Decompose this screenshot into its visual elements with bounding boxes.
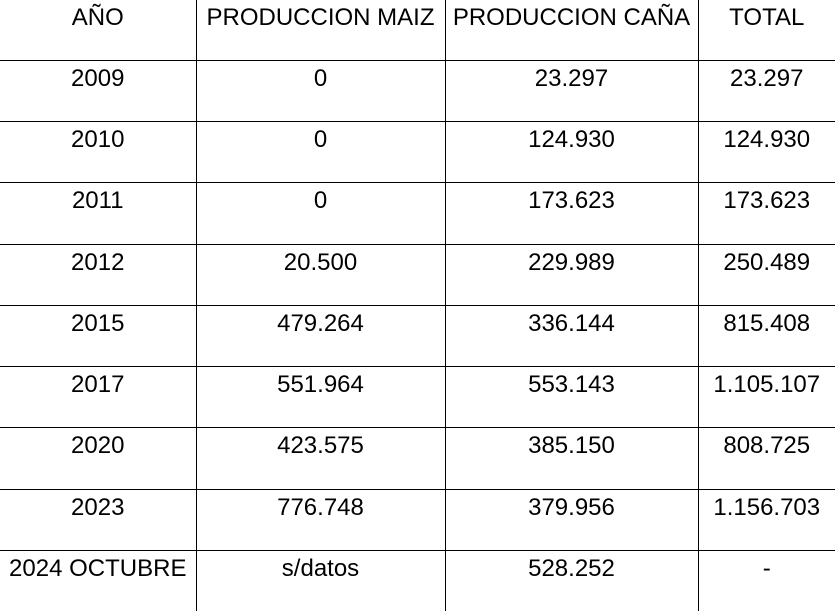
header-corn-production: PRODUCCION MAIZ: [195, 0, 446, 61]
cell-cane: 336.144: [444, 304, 699, 368]
cell-total: 23.297: [697, 59, 835, 123]
cell-cane: 553.143: [444, 366, 699, 429]
cell-cane: 379.956: [444, 488, 699, 551]
table-row: 2012 20.500 229.989 250.489: [0, 243, 835, 306]
cell-total: 173.623: [697, 182, 835, 245]
cell-total: 808.725: [697, 427, 835, 490]
cell-cane: 173.623: [444, 182, 699, 245]
table-row: 2023 776.748 379.956 1.156.703: [0, 488, 835, 551]
cell-year: 2017: [0, 366, 197, 429]
cell-cane: 124.930: [444, 121, 699, 184]
cell-corn: 0: [195, 121, 446, 184]
cell-corn: 0: [195, 59, 446, 123]
cell-cane: 229.989: [444, 243, 699, 306]
cell-year: 2024 OCTUBRE: [0, 549, 197, 611]
cell-year: 2011: [0, 182, 197, 245]
table-row: 2017 551.964 553.143 1.105.107: [0, 366, 835, 429]
table-row: 2024 OCTUBRE s/datos 528.252 -: [0, 549, 835, 611]
cell-corn: 423.575: [195, 427, 446, 490]
cell-corn: 0: [195, 182, 446, 245]
cell-total: 250.489: [697, 243, 835, 306]
header-row: AÑO PRODUCCION MAIZ PRODUCCION CAÑA TOTA…: [0, 0, 835, 61]
header-total: TOTAL: [697, 0, 835, 61]
cell-year: 2010: [0, 121, 197, 184]
cell-corn: s/datos: [195, 549, 446, 611]
cell-corn: 479.264: [195, 304, 446, 368]
cell-corn: 20.500: [195, 243, 446, 306]
table-row: 2011 0 173.623 173.623: [0, 182, 835, 245]
cell-total: 1.105.107: [697, 366, 835, 429]
table-row: 2009 0 23.297 23.297: [0, 59, 835, 123]
cell-year: 2012: [0, 243, 197, 306]
cell-total: 124.930: [697, 121, 835, 184]
cell-corn: 776.748: [195, 488, 446, 551]
cell-cane: 23.297: [444, 59, 699, 123]
cell-total: 1.156.703: [697, 488, 835, 551]
cell-cane: 528.252: [444, 549, 699, 611]
table-row: 2015 479.264 336.144 815.408: [0, 304, 835, 368]
header-cane-production: PRODUCCION CAÑA: [444, 0, 699, 61]
cell-year: 2009: [0, 59, 197, 123]
cell-year: 2015: [0, 304, 197, 368]
cell-cane: 385.150: [444, 427, 699, 490]
cell-corn: 551.964: [195, 366, 446, 429]
cell-year: 2020: [0, 427, 197, 490]
cell-year: 2023: [0, 488, 197, 551]
table-row: 2010 0 124.930 124.930: [0, 121, 835, 184]
cell-total: -: [697, 549, 835, 611]
header-year: AÑO: [0, 0, 197, 61]
table-row: 2020 423.575 385.150 808.725: [0, 427, 835, 490]
cell-total: 815.408: [697, 304, 835, 368]
